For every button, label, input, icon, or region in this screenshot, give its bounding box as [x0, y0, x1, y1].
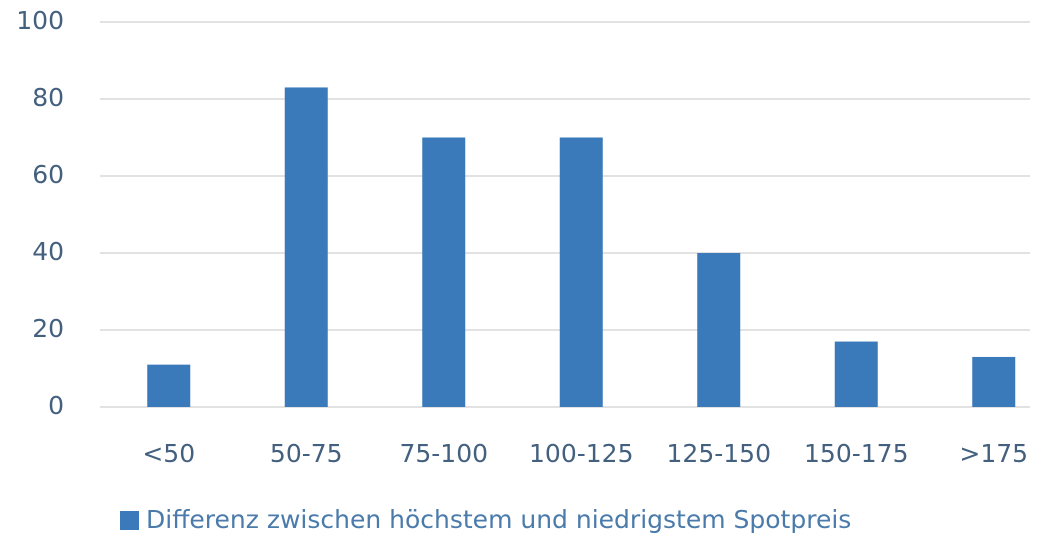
bar [422, 137, 466, 407]
y-tick-label: 80 [32, 83, 64, 112]
x-tick-label: 50-75 [270, 439, 343, 468]
legend-swatch [120, 511, 139, 530]
x-tick-label: <50 [142, 439, 195, 468]
x-tick-label: 125-150 [667, 439, 771, 468]
x-tick-label: 150-175 [804, 439, 908, 468]
bar [972, 356, 1016, 407]
x-tick-label: 100-125 [529, 439, 633, 468]
y-tick-label: 60 [32, 160, 64, 189]
x-tick-label: >175 [959, 439, 1028, 468]
y-tick-label: 100 [16, 6, 64, 35]
y-tick-label: 0 [48, 391, 64, 420]
y-tick-label: 20 [32, 314, 64, 343]
bar [697, 253, 741, 407]
x-tick-label: 75-100 [399, 439, 488, 468]
y-tick-label: 40 [32, 237, 64, 266]
bar [147, 364, 191, 407]
bar [284, 87, 328, 407]
bar [834, 341, 878, 407]
bar [559, 137, 603, 407]
legend-label: Differenz zwischen höchstem und niedrigs… [146, 505, 851, 534]
